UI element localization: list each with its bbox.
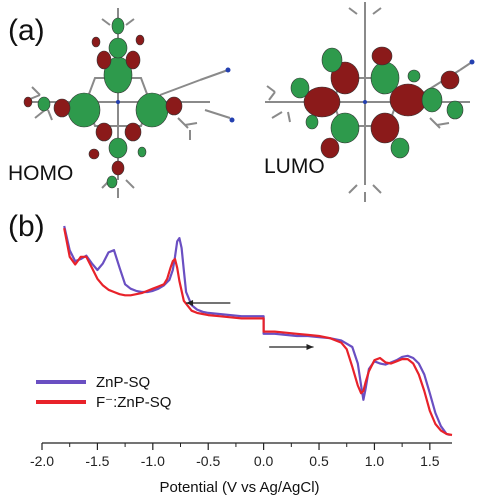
x-tick-label-0: -2.0 bbox=[30, 453, 54, 469]
legend-swatch-zn-p-sq bbox=[36, 380, 86, 384]
legend-swatch-f-zn-p-sq bbox=[36, 400, 86, 404]
scan-direction-arrow-0 bbox=[186, 300, 231, 306]
x-tick-label-3: -0.5 bbox=[196, 453, 220, 469]
legend-item-f-zn-p-sq: F⁻:ZnP-SQ bbox=[36, 392, 171, 412]
cv-chart: -2.0 -1.5 -1.0 -0.5 0.0 0.5 1.0 1.5 bbox=[30, 225, 453, 469]
panel-a-label: (a) bbox=[8, 14, 45, 47]
scan-direction-arrow-1 bbox=[269, 344, 314, 350]
series-layer bbox=[63, 225, 453, 437]
legend: ZnP-SQ F⁻:ZnP-SQ bbox=[36, 372, 171, 412]
x-tick-label-5: 0.5 bbox=[309, 453, 329, 469]
arrow-layer bbox=[186, 300, 314, 350]
x-tick-labels: -2.0 -1.5 -1.0 -0.5 0.0 0.5 1.0 1.5 bbox=[30, 453, 440, 469]
x-tick-label-6: 1.0 bbox=[365, 453, 385, 469]
legend-label-f-zn-p-sq: F⁻:ZnP-SQ bbox=[96, 394, 172, 411]
lumo-structure bbox=[265, 2, 475, 202]
x-tick-label-2: -1.0 bbox=[141, 453, 165, 469]
lumo-label: LUMO bbox=[264, 155, 325, 178]
x-tick-label-1: -1.5 bbox=[85, 453, 109, 469]
x-axis-label: Potential (V vs Ag/AgCl) bbox=[159, 479, 320, 496]
panel-b-label: (b) bbox=[8, 210, 45, 243]
homo-label: HOMO bbox=[8, 162, 74, 185]
molecular-orbital-figure bbox=[23, 2, 475, 202]
series-line-1 bbox=[63, 227, 453, 437]
homo-structure bbox=[23, 8, 235, 198]
x-tick-label-7: 1.5 bbox=[420, 453, 440, 469]
legend-label-zn-p-sq: ZnP-SQ bbox=[96, 373, 151, 391]
legend-item-zn-p-sq: ZnP-SQ bbox=[36, 372, 171, 392]
x-tick-label-4: 0.0 bbox=[254, 453, 274, 469]
x-axis bbox=[41, 442, 452, 450]
